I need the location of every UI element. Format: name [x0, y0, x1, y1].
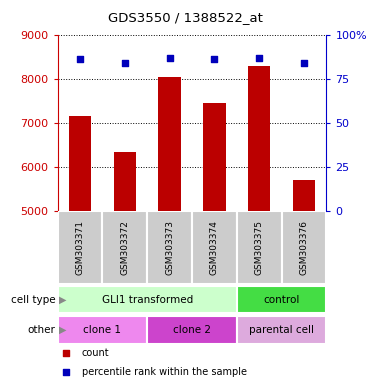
Text: ▶: ▶ — [59, 295, 67, 305]
Text: cell type: cell type — [11, 295, 56, 305]
Point — [122, 60, 128, 66]
Bar — [203, 103, 226, 384]
Point — [301, 60, 307, 66]
Bar — [58, 211, 102, 284]
Bar — [114, 152, 136, 384]
Bar — [237, 286, 326, 313]
Bar — [147, 211, 192, 284]
Bar — [237, 316, 326, 344]
Text: other: other — [28, 325, 56, 335]
Bar — [237, 211, 282, 284]
Text: parental cell: parental cell — [249, 325, 314, 335]
Text: GSM303376: GSM303376 — [299, 220, 309, 275]
Text: GLI1 transformed: GLI1 transformed — [102, 295, 193, 305]
Text: GSM303372: GSM303372 — [120, 220, 129, 275]
Point — [167, 55, 173, 61]
Text: percentile rank within the sample: percentile rank within the sample — [82, 367, 247, 377]
Text: control: control — [263, 295, 300, 305]
Bar — [192, 211, 237, 284]
Point — [256, 55, 262, 61]
Text: count: count — [82, 348, 109, 358]
Text: clone 1: clone 1 — [83, 325, 121, 335]
Bar — [69, 116, 91, 384]
Text: GSM303371: GSM303371 — [75, 220, 85, 275]
Text: GSM303374: GSM303374 — [210, 220, 219, 275]
Bar — [248, 66, 270, 384]
Text: GSM303373: GSM303373 — [165, 220, 174, 275]
Text: clone 2: clone 2 — [173, 325, 211, 335]
Bar — [102, 211, 147, 284]
Bar — [58, 286, 237, 313]
Text: GSM303375: GSM303375 — [255, 220, 264, 275]
Text: GDS3550 / 1388522_at: GDS3550 / 1388522_at — [108, 12, 263, 25]
Point — [77, 56, 83, 62]
Text: ▶: ▶ — [59, 325, 67, 335]
Point — [63, 350, 69, 356]
Point — [63, 369, 69, 375]
Bar — [293, 180, 315, 384]
Bar — [158, 76, 181, 384]
Bar — [58, 316, 147, 344]
Bar — [282, 211, 326, 284]
Point — [211, 56, 217, 62]
Bar — [147, 316, 237, 344]
